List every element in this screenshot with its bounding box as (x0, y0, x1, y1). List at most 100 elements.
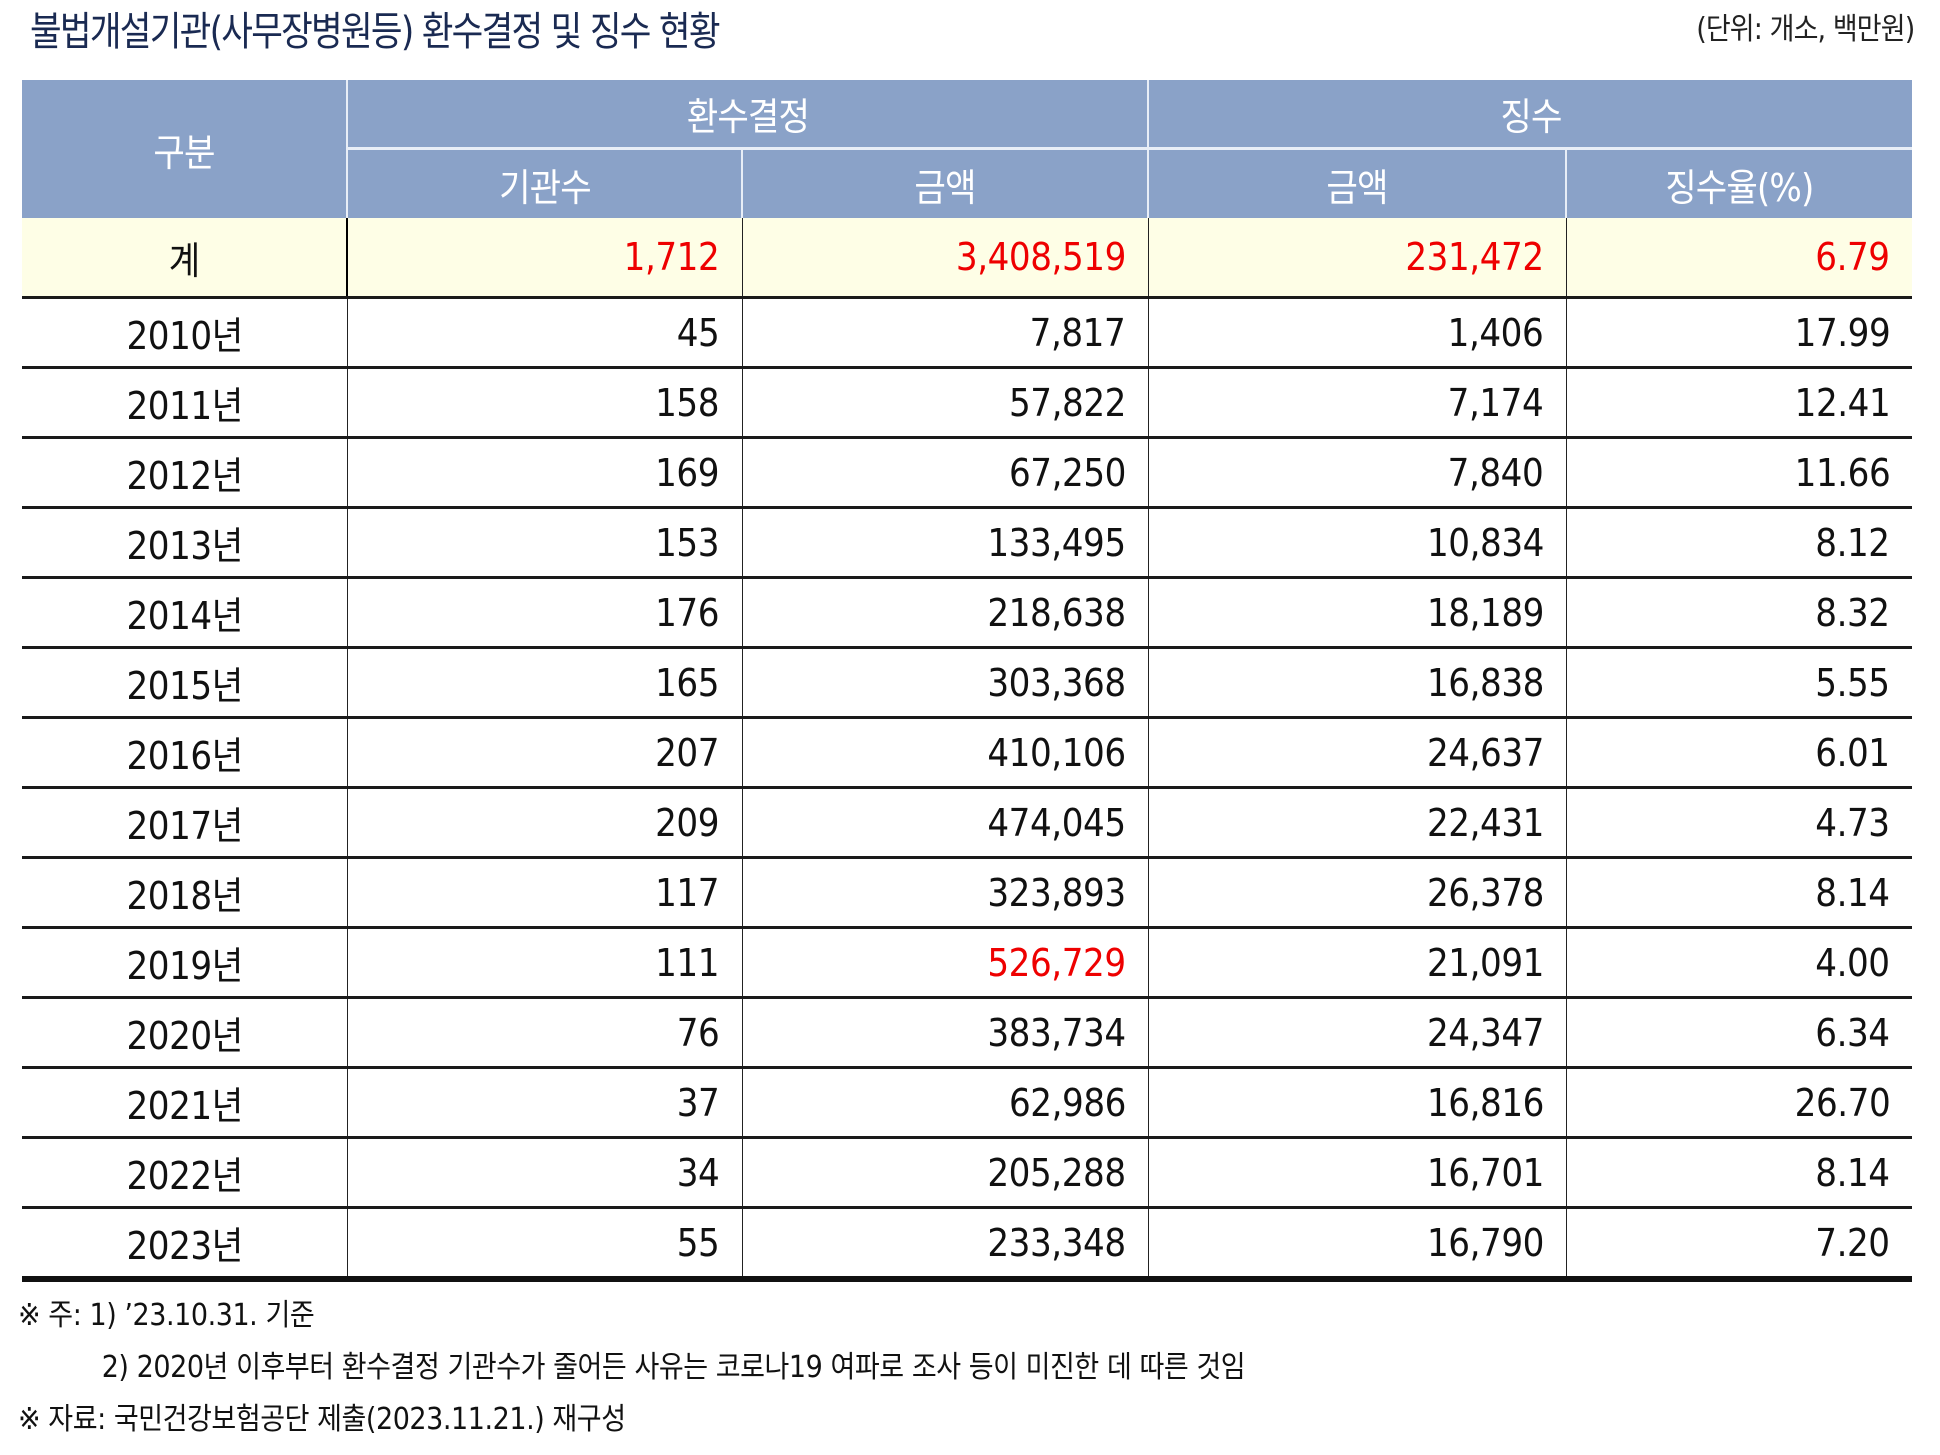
table-row: 2015년 165 303,368 16,838 5.55 (22, 647, 1913, 719)
row-year: 2012년 (22, 437, 348, 509)
row-collection-rate: 11.66 (1565, 437, 1913, 509)
header-group-collection: 징수 (1146, 80, 1913, 149)
row-recovery-amount: 474,045 (741, 787, 1149, 859)
note-2: 2) 2020년 이후부터 환수결정 기관수가 줄어든 사유는 코로나19 여파… (101, 1350, 1246, 1385)
row-collection-amount: 22,431 (1147, 787, 1567, 859)
row-collection-rate: 4.73 (1565, 787, 1913, 859)
row-recovery-amount: 526,729 (741, 927, 1149, 999)
row-recovery-amount: 233,348 (741, 1207, 1149, 1282)
row-year: 2023년 (22, 1207, 348, 1282)
row-collection-rate: 6.34 (1565, 997, 1913, 1069)
table-row: 2014년 176 218,638 18,189 8.32 (22, 577, 1913, 649)
row-institutions: 176 (346, 577, 743, 649)
page-title: 불법개설기관(사무장병원등) 환수결정 및 징수 현황 (30, 9, 720, 55)
total-collection-amount: 231,472 (1147, 218, 1567, 299)
header-category: 구분 (22, 80, 348, 218)
total-institutions: 1,712 (346, 218, 743, 299)
note-1: ※ 주: 1) ’23.10.31. 기준 (18, 1298, 315, 1333)
row-institutions: 209 (346, 787, 743, 859)
row-collection-rate: 12.41 (1565, 367, 1913, 439)
table-row: 2019년 111 526,729 21,091 4.00 (22, 927, 1913, 999)
total-collection-rate: 6.79 (1565, 218, 1913, 299)
unit-label: (단위: 개소, 백만원) (1695, 12, 1915, 47)
row-year: 2019년 (22, 927, 348, 999)
row-institutions: 37 (346, 1067, 743, 1139)
row-collection-rate: 17.99 (1565, 297, 1913, 369)
row-recovery-amount: 67,250 (741, 437, 1149, 509)
row-collection-amount: 24,347 (1147, 997, 1567, 1069)
row-recovery-amount: 57,822 (741, 367, 1149, 439)
row-collection-amount: 16,790 (1147, 1207, 1567, 1282)
row-institutions: 45 (346, 297, 743, 369)
row-collection-amount: 7,174 (1147, 367, 1567, 439)
row-year: 2020년 (22, 997, 348, 1069)
row-institutions: 34 (346, 1137, 743, 1209)
source-note: ※ 자료: 국민건강보험공단 제출(2023.11.21.) 재구성 (18, 1402, 626, 1437)
row-recovery-amount: 7,817 (741, 297, 1149, 369)
row-institutions: 55 (346, 1207, 743, 1282)
row-recovery-amount: 62,986 (741, 1067, 1149, 1139)
table-row: 2010년 45 7,817 1,406 17.99 (22, 297, 1913, 369)
header-collection-amount: 금액 (1147, 147, 1567, 218)
row-recovery-amount: 133,495 (741, 507, 1149, 579)
row-institutions: 76 (346, 997, 743, 1069)
row-year: 2022년 (22, 1137, 348, 1209)
row-recovery-amount: 410,106 (741, 717, 1149, 789)
table-row: 2017년 209 474,045 22,431 4.73 (22, 787, 1913, 859)
row-institutions: 117 (346, 857, 743, 929)
table-row: 2018년 117 323,893 26,378 8.14 (22, 857, 1913, 929)
header-group-recovery: 환수결정 (346, 80, 1149, 149)
table-row: 2023년 55 233,348 16,790 7.20 (22, 1207, 1913, 1282)
table-row: 2020년 76 383,734 24,347 6.34 (22, 997, 1913, 1069)
row-institutions: 169 (346, 437, 743, 509)
row-collection-amount: 1,406 (1147, 297, 1567, 369)
row-collection-amount: 24,637 (1147, 717, 1567, 789)
row-collection-rate: 5.55 (1565, 647, 1913, 719)
recovery-collection-table: 구분 환수결정 징수 기관수 금액 금액 징수율(%) 계 1,712 3,40… (22, 80, 1913, 1282)
row-collection-amount: 21,091 (1147, 927, 1567, 999)
row-recovery-amount: 218,638 (741, 577, 1149, 649)
row-institutions: 158 (346, 367, 743, 439)
row-year: 2011년 (22, 367, 348, 439)
row-collection-amount: 16,816 (1147, 1067, 1567, 1139)
row-year: 2018년 (22, 857, 348, 929)
row-institutions: 153 (346, 507, 743, 579)
row-recovery-amount: 205,288 (741, 1137, 1149, 1209)
table-row: 2022년 34 205,288 16,701 8.14 (22, 1137, 1913, 1209)
row-collection-rate: 4.00 (1565, 927, 1913, 999)
table-row: 2013년 153 133,495 10,834 8.12 (22, 507, 1913, 579)
row-year: 2021년 (22, 1067, 348, 1139)
header-recovery-amount: 금액 (741, 147, 1149, 218)
table-row: 2012년 169 67,250 7,840 11.66 (22, 437, 1913, 509)
row-collection-rate: 7.20 (1565, 1207, 1913, 1282)
row-collection-rate: 8.14 (1565, 1137, 1913, 1209)
row-collection-amount: 16,701 (1147, 1137, 1567, 1209)
row-collection-amount: 26,378 (1147, 857, 1567, 929)
row-collection-rate: 8.12 (1565, 507, 1913, 579)
row-institutions: 111 (346, 927, 743, 999)
row-year: 2010년 (22, 297, 348, 369)
total-label: 계 (22, 218, 348, 299)
row-collection-rate: 6.01 (1565, 717, 1913, 789)
row-collection-rate: 26.70 (1565, 1067, 1913, 1139)
row-collection-amount: 7,840 (1147, 437, 1567, 509)
row-collection-amount: 16,838 (1147, 647, 1567, 719)
row-recovery-amount: 323,893 (741, 857, 1149, 929)
row-recovery-amount: 303,368 (741, 647, 1149, 719)
row-year: 2013년 (22, 507, 348, 579)
row-year: 2015년 (22, 647, 348, 719)
row-recovery-amount: 383,734 (741, 997, 1149, 1069)
row-collection-amount: 18,189 (1147, 577, 1567, 649)
table-row: 2016년 207 410,106 24,637 6.01 (22, 717, 1913, 789)
row-year: 2016년 (22, 717, 348, 789)
total-recovery-amount: 3,408,519 (741, 218, 1149, 299)
row-collection-rate: 8.32 (1565, 577, 1913, 649)
table-row: 2011년 158 57,822 7,174 12.41 (22, 367, 1913, 439)
row-year: 2017년 (22, 787, 348, 859)
row-collection-amount: 10,834 (1147, 507, 1567, 579)
row-institutions: 165 (346, 647, 743, 719)
row-institutions: 207 (346, 717, 743, 789)
header-collection-rate: 징수율(%) (1564, 147, 1913, 218)
row-collection-rate: 8.14 (1565, 857, 1913, 929)
table-row: 2021년 37 62,986 16,816 26.70 (22, 1067, 1913, 1139)
